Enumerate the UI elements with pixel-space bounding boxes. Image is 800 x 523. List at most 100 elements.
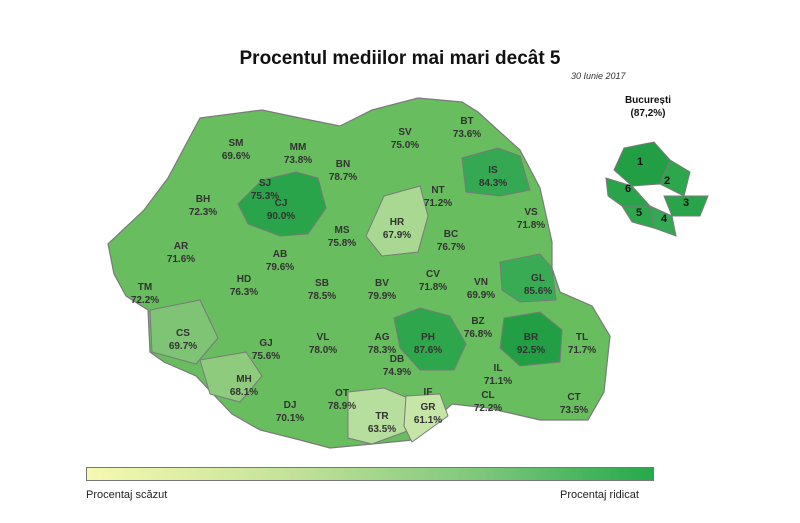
- county-value-vn: 69.9%: [467, 290, 495, 301]
- county-value-tr: 63.5%: [368, 424, 396, 435]
- region-cs: [149, 299, 219, 365]
- county-code-mh: MH: [236, 374, 252, 385]
- sector-2-area: [659, 159, 691, 197]
- county-value-tm: 72.2%: [131, 295, 159, 306]
- county-code-br: BR: [524, 332, 539, 343]
- county-code-ag: AG: [375, 332, 390, 343]
- county-value-br: 92.5%: [517, 345, 545, 356]
- county-code-bz: BZ: [471, 316, 484, 327]
- county-code-sv: SV: [398, 127, 412, 138]
- county-code-sb: SB: [315, 278, 329, 289]
- sector-label-3: 3: [683, 197, 689, 209]
- county-value-sv: 75.0%: [391, 140, 419, 151]
- county-value-bh: 72.3%: [189, 207, 217, 218]
- county-value-bn: 78.7%: [329, 172, 357, 183]
- county-value-sj: 75.3%: [251, 191, 279, 202]
- county-code-db: DB: [390, 354, 404, 365]
- county-value-ct: 73.5%: [560, 405, 588, 416]
- legend-low-label: Procentaj scăzut: [86, 489, 168, 501]
- sector-label-4: 4: [661, 213, 668, 225]
- county-value-mm: 73.8%: [284, 155, 312, 166]
- region-br: [499, 311, 563, 367]
- bucuresti-inset: [605, 141, 709, 237]
- county-value-ph: 87.6%: [414, 345, 442, 356]
- county-value-il: 71.1%: [484, 376, 512, 387]
- county-value-cj: 90.0%: [267, 211, 295, 222]
- county-code-sm: SM: [229, 138, 244, 149]
- county-code-ct: CT: [567, 392, 580, 403]
- county-value-cl: 72.2%: [474, 403, 502, 414]
- county-code-dj: DJ: [284, 400, 297, 411]
- county-value-bc: 76.7%: [437, 242, 465, 253]
- county-code-vn: VN: [474, 277, 488, 288]
- county-value-cs: 69.7%: [169, 341, 197, 352]
- county-value-bv: 79.9%: [368, 291, 396, 302]
- county-value-mh: 68.1%: [230, 387, 258, 398]
- county-code-vs: VS: [524, 207, 538, 218]
- county-code-ms: MS: [335, 225, 350, 236]
- county-value-bt: 73.6%: [453, 129, 481, 140]
- county-code-gr: GR: [421, 402, 437, 413]
- county-value-tl: 71.7%: [568, 345, 596, 356]
- county-value-db: 74.9%: [383, 367, 411, 378]
- county-value-ot: 78.9%: [328, 401, 356, 412]
- county-code-bc: BC: [444, 229, 458, 240]
- county-value-nt: 71.2%: [424, 198, 452, 209]
- region-cj: [237, 171, 327, 237]
- sector-6-area: [605, 177, 652, 207]
- county-code-ab: AB: [273, 249, 287, 260]
- sector-label-1: 1: [637, 156, 643, 168]
- region-ph: [393, 307, 467, 371]
- county-code-tr: TR: [375, 411, 389, 422]
- county-value-vs: 71.8%: [517, 220, 545, 231]
- county-code-hd: HD: [237, 274, 251, 285]
- county-code-vl: VL: [317, 332, 330, 343]
- region-gl: [499, 253, 557, 303]
- county-code-cv: CV: [426, 269, 440, 280]
- county-code-tm: TM: [138, 282, 152, 293]
- county-value-bz: 76.8%: [464, 329, 492, 340]
- county-value-gr: 61.1%: [414, 415, 442, 426]
- county-value-sb: 78.5%: [308, 291, 336, 302]
- county-code-ot: OT: [335, 388, 349, 399]
- county-regions: [149, 147, 563, 445]
- county-value-ar: 71.6%: [167, 254, 195, 265]
- region-gr: [403, 393, 449, 443]
- county-value-dj: 70.1%: [276, 413, 304, 424]
- county-code-is: IS: [488, 165, 498, 176]
- county-value-vl: 78.0%: [309, 345, 337, 356]
- county-value-cv: 71.8%: [419, 282, 447, 293]
- county-code-gl: GL: [531, 273, 545, 284]
- legend-gradient-bar: [86, 467, 654, 481]
- county-code-cl: CL: [481, 390, 494, 401]
- county-value-is: 84.3%: [479, 178, 507, 189]
- county-code-mm: MM: [290, 142, 307, 153]
- county-code-il: IL: [494, 363, 503, 374]
- region-hr: [365, 185, 429, 257]
- bucuresti-label: București (87,2%): [608, 94, 688, 120]
- sector-label-5: 5: [636, 207, 642, 219]
- sector-3-area: [663, 195, 709, 217]
- bucuresti-name: București: [624, 95, 672, 106]
- bucuresti-value: (87,2%): [630, 108, 666, 119]
- sector-label-6: 6: [625, 183, 631, 195]
- county-labels: SM 69.6% MM 73.8% SV 75.0% BT 73.6% SJ 75.3% BN 78.…: [131, 116, 596, 435]
- county-value-gl: 85.6%: [524, 286, 552, 297]
- county-code-bv: BV: [375, 278, 389, 289]
- county-code-tl: TL: [576, 332, 588, 343]
- sector-labels: 1 2 3 4 56: [625, 156, 689, 225]
- county-code-bt: BT: [460, 116, 473, 127]
- county-code-bh: BH: [196, 194, 210, 205]
- county-code-sj: SJ: [259, 178, 271, 189]
- county-code-if: IF: [424, 387, 433, 398]
- county-code-ar: AR: [174, 241, 189, 252]
- county-value-ag: 78.3%: [368, 345, 396, 356]
- county-code-gj: GJ: [259, 338, 272, 349]
- county-code-cs: CS: [176, 328, 190, 339]
- county-value-ab: 79.6%: [266, 262, 294, 273]
- county-code-ph: PH: [421, 332, 435, 343]
- legend-high-label: Procentaj ridicat: [560, 489, 639, 501]
- region-is: [461, 147, 531, 197]
- map-title: Procentul mediilor mai mari decât 5: [239, 48, 561, 69]
